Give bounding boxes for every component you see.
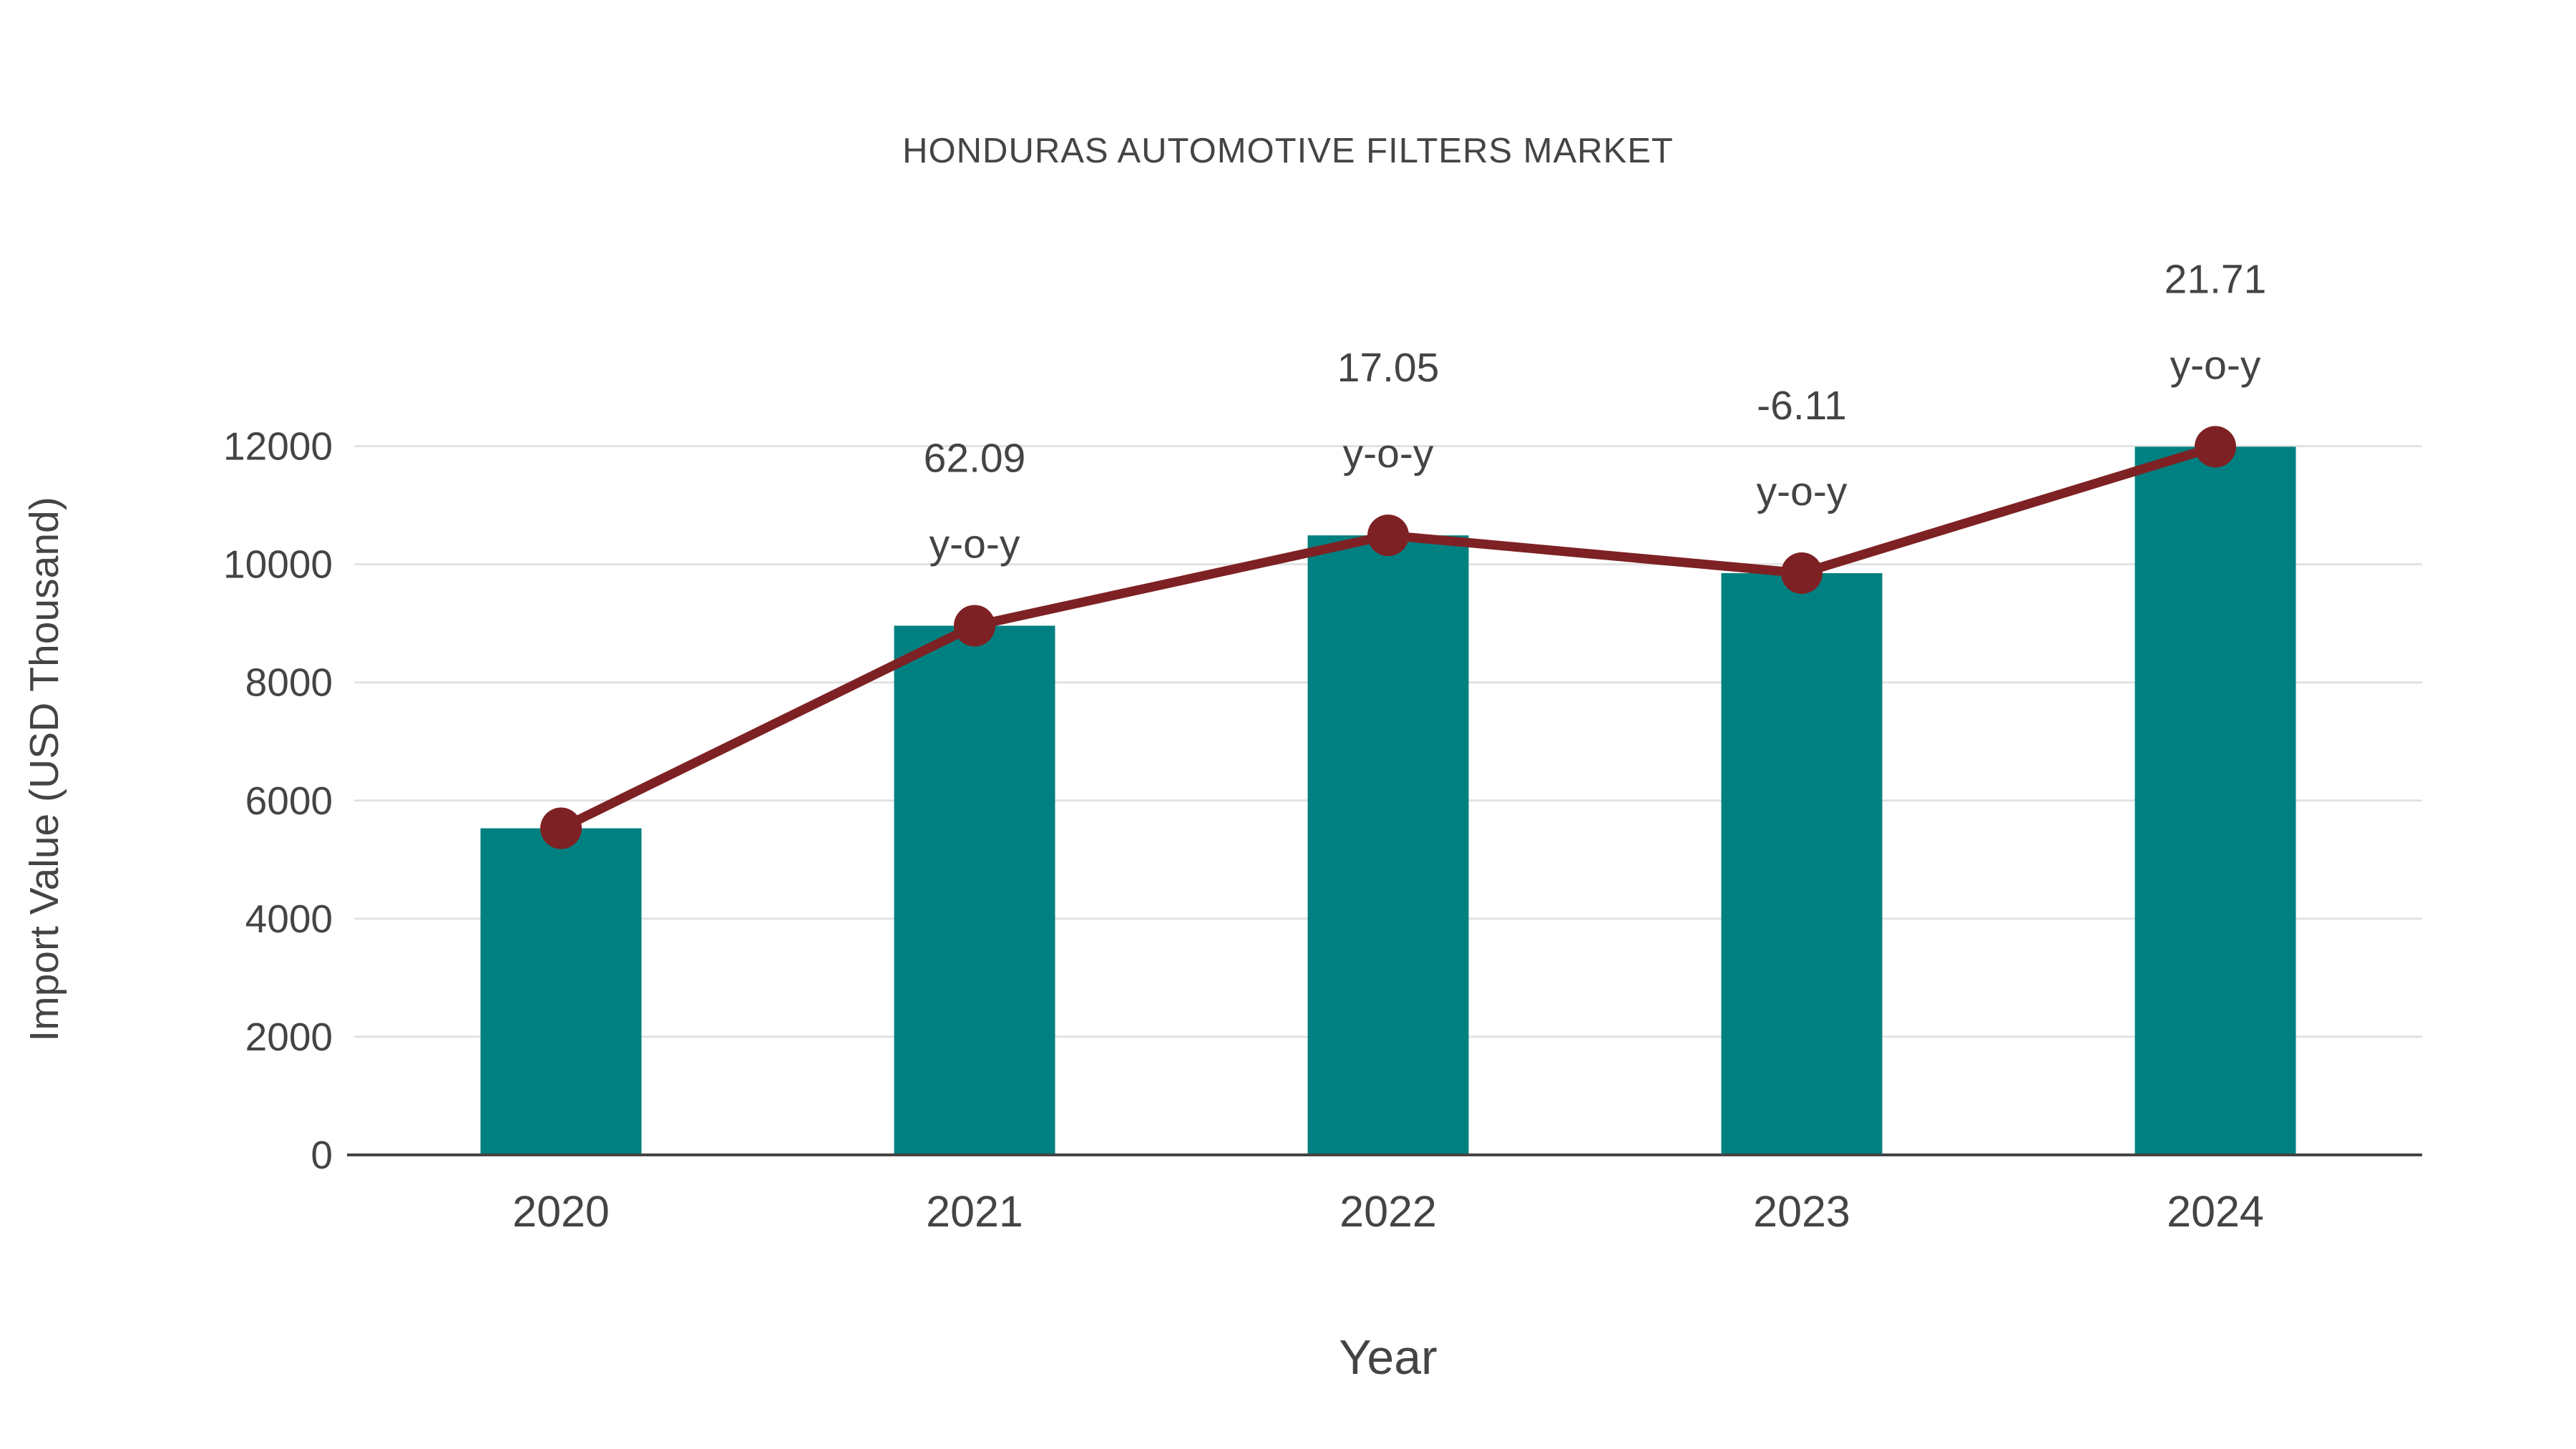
y-tick-label: 12000 <box>223 424 333 469</box>
y-tick-label: 0 <box>311 1133 333 1177</box>
data-point-marker <box>954 605 995 647</box>
yoy-annotation-value: 17.05 <box>1337 345 1440 391</box>
x-tick-label: 2024 <box>2167 1187 2264 1236</box>
chart-title: HONDURAS AUTOMOTIVE FILTERS MARKET <box>902 132 1674 170</box>
yoy-annotation-value: 21.71 <box>2165 256 2267 302</box>
data-point-marker <box>2195 426 2236 468</box>
x-axis-title: Year <box>1339 1330 1438 1385</box>
data-point-marker <box>1781 552 1823 594</box>
x-tick-label: 2022 <box>1340 1187 1437 1236</box>
data-point-marker <box>1367 514 1409 557</box>
yoy-annotation-label: y-o-y <box>930 521 1020 567</box>
yoy-annotation-label: y-o-y <box>1343 431 1434 477</box>
y-tick-label: 10000 <box>223 542 333 587</box>
yoy-annotation-label: y-o-y <box>1757 469 1848 514</box>
bar <box>894 625 1055 1155</box>
x-tick-label: 2021 <box>926 1187 1023 1236</box>
y-tick-label: 6000 <box>245 779 333 823</box>
yoy-annotation-label: y-o-y <box>2170 342 2261 388</box>
bar <box>1721 572 1883 1155</box>
y-tick-label: 4000 <box>245 897 333 941</box>
bar <box>2135 447 2296 1155</box>
x-tick-label: 2023 <box>1753 1187 1850 1236</box>
yoy-annotation-value: 62.09 <box>924 435 1026 481</box>
bar <box>480 828 642 1155</box>
y-tick-label: 2000 <box>245 1015 333 1059</box>
y-tick-label: 8000 <box>245 660 333 705</box>
x-tick-label: 2020 <box>512 1187 610 1236</box>
yoy-annotation-value: -6.11 <box>1757 383 1847 429</box>
bar <box>1307 535 1469 1155</box>
data-point-marker <box>540 807 582 849</box>
